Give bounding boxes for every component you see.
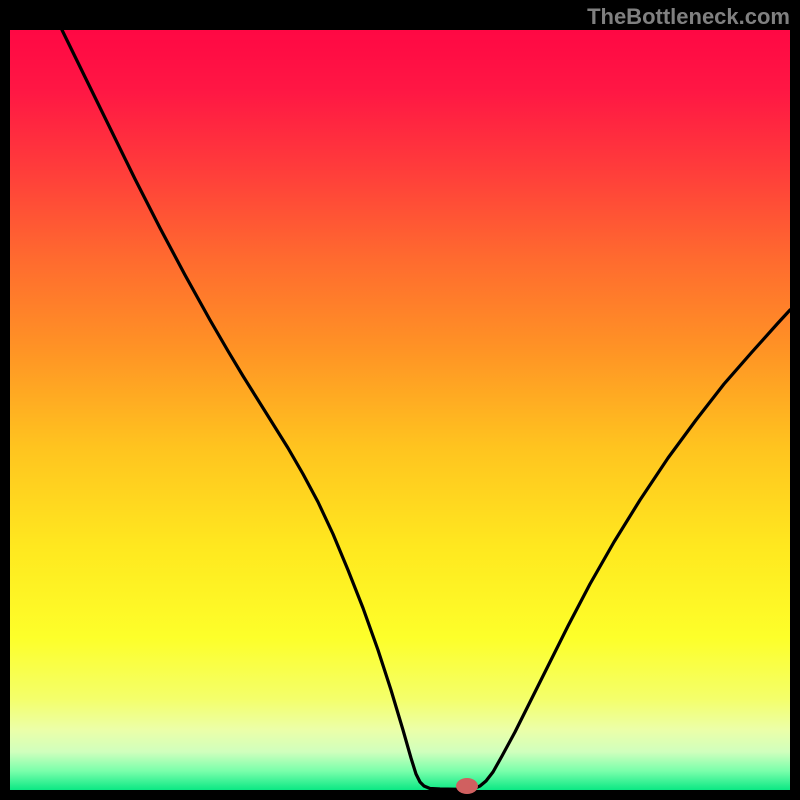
optimal-point-marker	[456, 778, 478, 794]
watermark-text: TheBottleneck.com	[587, 4, 790, 30]
chart-container: TheBottleneck.com	[0, 0, 800, 800]
bottleneck-curve-chart	[0, 0, 800, 800]
gradient-background	[10, 30, 790, 790]
